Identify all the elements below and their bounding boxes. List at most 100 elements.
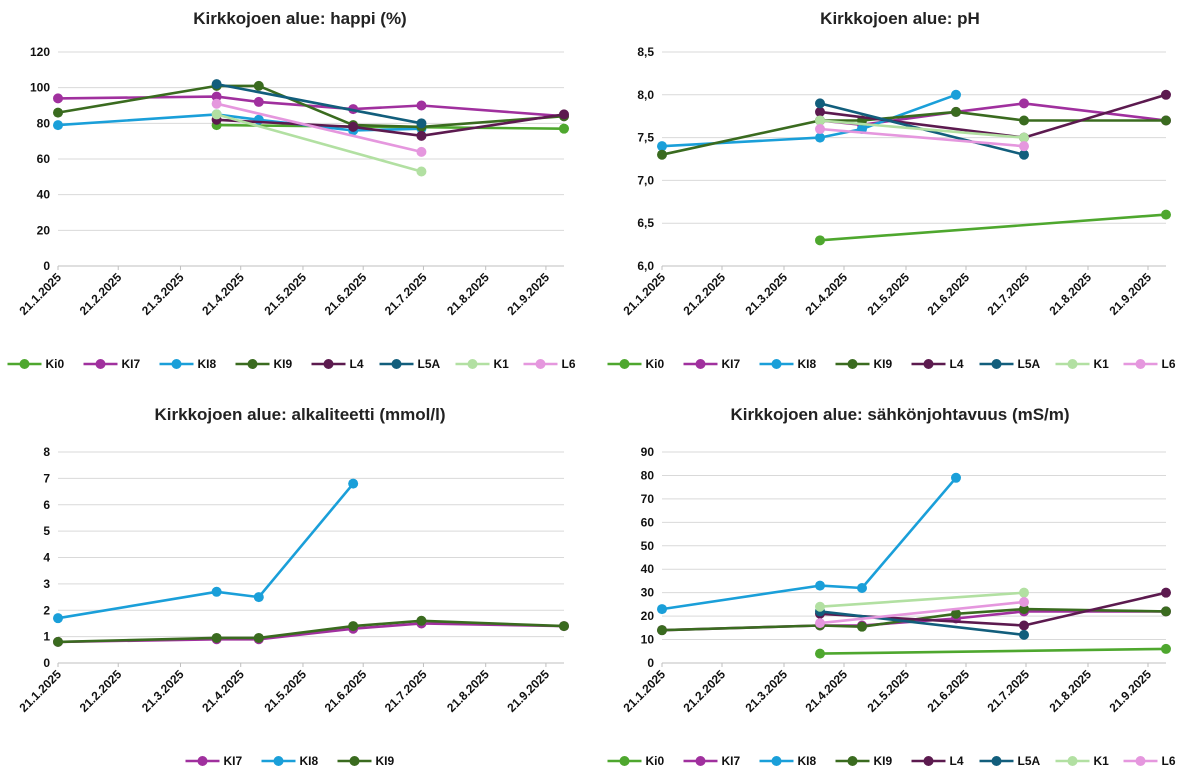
- data-point: [657, 625, 667, 635]
- y-tick-label: 7,0: [637, 173, 654, 187]
- y-tick-label: 80: [37, 116, 51, 130]
- legend-item: Ki0: [8, 357, 65, 371]
- y-tick-label: 7,5: [637, 131, 654, 145]
- x-tick-label: 21.7.2025: [984, 667, 1032, 715]
- data-point: [815, 124, 825, 134]
- legend-label: L6: [1162, 754, 1176, 768]
- legend-marker: [1068, 756, 1078, 766]
- data-point: [254, 592, 264, 602]
- legend-item: K1: [1056, 754, 1110, 768]
- data-point: [1019, 597, 1029, 607]
- x-tick-label: 21.9.2025: [504, 270, 552, 318]
- data-point: [1019, 141, 1029, 151]
- chart-sahkonjohtavuus-svg: Kirkkojoen alue: sähkönjohtavuus (mS/m) …: [600, 388, 1199, 775]
- y-tick-label: 8: [43, 445, 50, 459]
- legend-label: KI9: [874, 754, 893, 768]
- data-point: [254, 81, 264, 91]
- legend-marker: [350, 756, 360, 766]
- y-tick-label: 60: [641, 515, 655, 529]
- y-tick-label: 20: [37, 223, 51, 237]
- x-tick-label: 21.7.2025: [382, 667, 430, 715]
- legend-item: L5A: [980, 357, 1041, 371]
- legend-label: Ki0: [646, 357, 665, 371]
- series-line: [662, 478, 956, 609]
- data-point: [657, 150, 667, 160]
- legend-item: KI9: [836, 357, 893, 371]
- legend-marker: [274, 756, 284, 766]
- legend-label: L4: [950, 754, 964, 768]
- y-tick-label: 80: [641, 468, 655, 482]
- legend-label: L4: [950, 357, 964, 371]
- data-point: [1161, 588, 1171, 598]
- x-tick-label: 21.5.2025: [864, 270, 912, 318]
- data-point: [416, 616, 426, 626]
- legend-marker: [848, 359, 858, 369]
- data-point: [815, 618, 825, 628]
- series-line: [58, 621, 564, 642]
- data-point: [815, 98, 825, 108]
- legend-marker: [924, 359, 934, 369]
- legend: KI7 KI8 KI9: [186, 754, 395, 768]
- chart-title: Kirkkojoen alue: happi (%): [193, 9, 406, 28]
- x-tick-label: 21.6.2025: [924, 667, 972, 715]
- legend-label: Ki0: [46, 357, 65, 371]
- x-tick-label: 21.1.2025: [620, 667, 668, 715]
- data-point: [53, 637, 63, 647]
- y-tick-label: 60: [37, 152, 51, 166]
- series-ki9: [657, 107, 1171, 160]
- chart-happi: Kirkkojoen alue: happi (%) 0 20 40 60 80 100 1…: [0, 0, 599, 387]
- legend-label: KI7: [122, 357, 141, 371]
- chart-alkaliteetti: Kirkkojoen alue: alkaliteetti (mmol/l) 0…: [0, 388, 599, 775]
- legend-item: K1: [456, 357, 510, 371]
- data-point: [416, 166, 426, 176]
- legend-item: KI8: [760, 357, 817, 371]
- y-tick-label: 3: [43, 577, 50, 591]
- legend-marker: [772, 359, 782, 369]
- data-point: [1161, 90, 1171, 100]
- data-point: [1019, 630, 1029, 640]
- x-tick-label: 21.2.2025: [680, 667, 728, 715]
- data-point: [815, 115, 825, 125]
- x-tick-label: 21.3.2025: [139, 667, 187, 715]
- legend-marker: [772, 756, 782, 766]
- data-point: [416, 101, 426, 111]
- legend-item: K1: [1056, 357, 1110, 371]
- legend-marker: [536, 359, 546, 369]
- data-point: [53, 108, 63, 118]
- y-tick-label: 0: [43, 259, 50, 273]
- data-point: [212, 109, 222, 119]
- legend-label: KI8: [300, 754, 319, 768]
- y-tick-label: 100: [30, 81, 50, 95]
- series-ki8: [53, 479, 358, 624]
- x-tick-label: 21.2.2025: [680, 270, 728, 318]
- y-tick-label: 4: [43, 551, 50, 565]
- data-point: [657, 604, 667, 614]
- legend-marker: [248, 359, 258, 369]
- x-tick-label: 21.1.2025: [16, 667, 64, 715]
- x-tick-label: 21.8.2025: [444, 270, 492, 318]
- x-tick-label: 21.8.2025: [444, 667, 492, 715]
- data-point: [1019, 115, 1029, 125]
- legend: Ki0 KI7 KI8 KI9 L4 L5A K1 L6: [8, 357, 576, 371]
- data-point: [53, 120, 63, 130]
- legend-label: KI8: [798, 754, 817, 768]
- y-tick-label: 8,0: [637, 88, 654, 102]
- legend-label: K1: [1094, 357, 1110, 371]
- y-tick-label: 120: [30, 45, 50, 59]
- x-tick-label: 21.5.2025: [261, 667, 309, 715]
- data-point: [559, 124, 569, 134]
- x-tick-label: 21.4.2025: [802, 667, 850, 715]
- series-line: [820, 121, 1024, 138]
- legend-marker: [392, 359, 402, 369]
- data-point: [348, 479, 358, 489]
- legend-marker: [620, 359, 630, 369]
- legend-label: K1: [494, 357, 510, 371]
- legend-item: L5A: [980, 754, 1041, 768]
- data-point: [254, 97, 264, 107]
- x-tick-label: 21.3.2025: [742, 270, 790, 318]
- legend-label: KI9: [274, 357, 293, 371]
- legend-item: KI9: [338, 754, 395, 768]
- legend-marker: [1068, 359, 1078, 369]
- data-point: [254, 633, 264, 643]
- legend-item: L6: [1124, 754, 1176, 768]
